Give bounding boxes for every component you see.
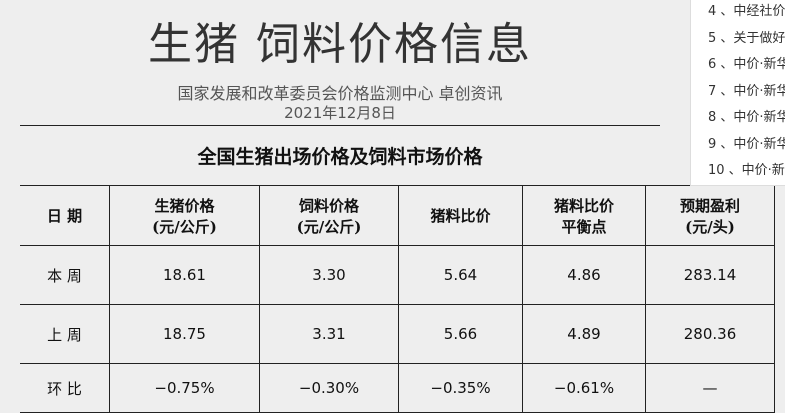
cell: 3.30 — [259, 245, 399, 305]
cell: 18.61 — [109, 245, 260, 305]
cell: 283.14 — [645, 245, 775, 305]
related-link[interactable]: 4 、中经社价 — [708, 4, 785, 19]
cell: 环 比 — [20, 363, 110, 413]
related-link[interactable]: 8 、中价·新华 — [708, 110, 785, 125]
price-table: 日 期 生猪价格 (元/公斤) 饲料价格 (元/公斤) 猪料比价 猪料比价 平衡点 预… — [20, 185, 775, 413]
publish-date: 2021年12月8日 — [284, 104, 396, 122]
col-header: 生猪价格 (元/公斤) — [109, 185, 260, 246]
source: 国家发展和改革委员会价格监测中心 卓创资讯 — [177, 84, 503, 103]
cell: 本 周 — [20, 245, 110, 305]
cell: 18.75 — [109, 304, 260, 364]
table-title: 全国生猪出场价格及饲料市场价格 — [197, 146, 483, 168]
cell: −0.75% — [109, 363, 260, 413]
cell: — — [645, 363, 775, 413]
cell: −0.35% — [398, 363, 523, 413]
divider — [20, 125, 660, 126]
col-header: 预期盈利 (元/头) — [645, 185, 775, 246]
related-link[interactable]: 10 、中价·新 — [708, 163, 785, 178]
related-articles-panel: 4 、中经社价 5 、关于做好 6 、中价·新华 7 、中价·新华 8 、中价·… — [690, 0, 785, 186]
cell: 3.31 — [259, 304, 399, 364]
col-header: 日 期 — [20, 185, 110, 246]
cell: −0.30% — [259, 363, 399, 413]
table-row: 上 周 18.75 3.31 5.66 4.89 280.36 — [20, 304, 775, 364]
col-header: 猪料比价 — [398, 185, 523, 246]
col-header: 饲料价格 (元/公斤) — [259, 185, 399, 246]
table-row: 本 周 18.61 3.30 5.64 4.86 283.14 — [20, 245, 775, 305]
related-link[interactable]: 9 、中价·新华 — [708, 136, 785, 152]
related-link[interactable]: 5 、关于做好 — [708, 30, 785, 46]
table-row: 环 比 −0.75% −0.30% −0.35% −0.61% — — [20, 363, 775, 413]
cell: 280.36 — [645, 304, 775, 364]
table-header: 日 期 生猪价格 (元/公斤) 饲料价格 (元/公斤) 猪料比价 猪料比价 平衡点 预… — [20, 185, 775, 246]
page-title: 生猪 饲料价格信息 — [148, 19, 532, 70]
cell: 4.89 — [522, 304, 646, 364]
cell: 上 周 — [20, 304, 110, 364]
col-header: 猪料比价 平衡点 — [522, 185, 646, 246]
cell: 4.86 — [522, 245, 646, 305]
related-link[interactable]: 6 、中价·新华 — [708, 57, 785, 72]
related-link[interactable]: 7 、中价·新华 — [708, 83, 785, 99]
cell: −0.61% — [522, 363, 646, 413]
cell: 5.64 — [398, 245, 523, 305]
cell: 5.66 — [398, 304, 523, 364]
